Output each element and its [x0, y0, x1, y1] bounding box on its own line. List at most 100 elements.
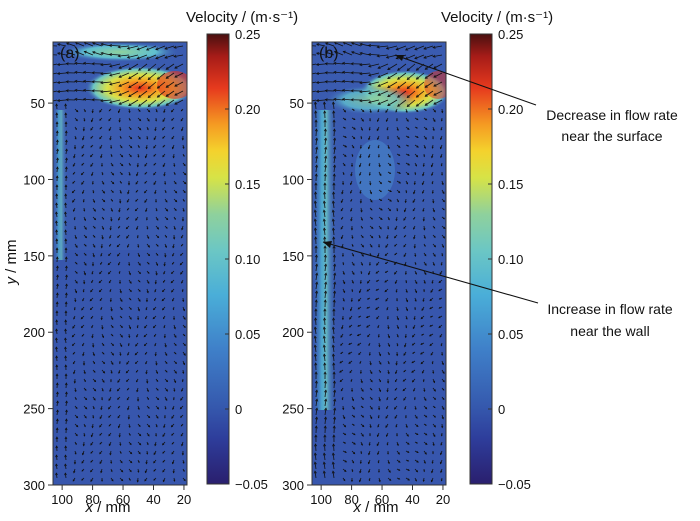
panel-b-velocity-arrows	[308, 42, 446, 483]
velocity-arrowhead	[442, 236, 446, 239]
velocity-arrowhead	[333, 70, 337, 74]
velocity-arrowhead	[83, 50, 87, 54]
velocity-arrowhead	[370, 245, 373, 248]
velocity-arrowhead	[388, 344, 391, 347]
velocity-arrowhead	[398, 162, 401, 165]
colorbar-tick-label: 0.15	[498, 177, 523, 192]
velocity-arrowhead	[432, 452, 434, 455]
velocity-arrowhead	[164, 345, 167, 348]
velocity-arrowhead	[314, 425, 318, 429]
velocity-arrowhead	[81, 154, 84, 157]
velocity-arrowhead	[83, 371, 86, 375]
velocity-arrowhead	[129, 281, 132, 284]
velocity-arrowhead	[314, 308, 318, 312]
velocity-arrowhead	[129, 128, 132, 131]
velocity-arrow	[55, 328, 58, 335]
velocity-arrowhead	[152, 326, 156, 329]
velocity-arrowhead	[366, 281, 370, 284]
velocity-arrowhead	[387, 137, 389, 140]
velocity-arrowhead	[91, 281, 93, 284]
velocity-arrowhead	[102, 182, 105, 185]
velocity-arrowhead	[371, 226, 374, 229]
velocity-arrowhead	[172, 471, 175, 474]
velocity-arrowhead	[412, 209, 415, 212]
velocity-arrowhead	[425, 433, 428, 436]
velocity-arrowhead	[413, 236, 416, 240]
velocity-arrowhead	[173, 326, 176, 330]
velocity-arrowhead	[156, 397, 160, 401]
velocity-arrowhead	[100, 81, 104, 85]
velocity-arrowhead	[84, 263, 87, 266]
velocity-arrowhead	[64, 436, 68, 440]
velocity-arrow	[359, 63, 371, 66]
velocity-arrow	[414, 54, 425, 60]
velocity-arrowhead	[152, 316, 155, 320]
velocity-arrow	[127, 54, 139, 59]
velocity-arrowhead	[429, 315, 432, 318]
velocity-arrowhead	[120, 344, 123, 348]
velocity-arrowhead	[322, 209, 326, 213]
velocity-arrow	[324, 380, 326, 389]
velocity-arrowhead	[98, 280, 101, 284]
colorbar-tick-label: 0	[235, 402, 242, 417]
velocity-arrowhead	[396, 434, 398, 437]
velocity-arrowhead	[145, 147, 148, 150]
velocity-arrowhead	[92, 345, 95, 348]
velocity-arrowhead	[397, 137, 400, 140]
velocity-arrow	[359, 99, 371, 102]
velocity-arrowhead	[361, 389, 364, 392]
velocity-arrow	[332, 353, 335, 362]
velocity-arrowhead	[440, 344, 443, 347]
velocity-arrowhead	[99, 433, 102, 436]
velocity-arrowhead	[55, 193, 59, 197]
velocity-arrowhead	[422, 173, 425, 177]
velocity-arrowhead	[443, 226, 446, 229]
velocity-arrowhead	[64, 337, 67, 341]
velocity-arrowhead	[64, 175, 68, 179]
velocity-arrowhead	[55, 355, 59, 359]
velocity-arrowhead	[432, 137, 434, 140]
velocity-arrowhead	[135, 218, 138, 221]
velocity-arrowhead	[308, 44, 310, 46]
velocity-arrowhead	[120, 172, 123, 176]
velocity-arrowhead	[136, 56, 140, 60]
velocity-arrowhead	[315, 155, 319, 159]
velocity-arrowhead	[332, 371, 336, 375]
velocity-arrowhead	[135, 199, 138, 202]
velocity-arrowhead	[353, 136, 356, 140]
velocity-arrowhead	[314, 416, 319, 420]
velocity-arrowhead	[55, 112, 59, 116]
velocity-arrowhead	[414, 56, 418, 60]
velocity-arrowhead	[395, 218, 398, 222]
velocity-arrowhead	[137, 317, 140, 321]
velocity-arrowhead	[369, 434, 371, 437]
velocity-arrowhead	[100, 51, 104, 55]
velocity-arrowhead	[315, 263, 319, 267]
velocity-arrowhead	[110, 209, 113, 212]
velocity-arrowhead	[121, 163, 124, 167]
velocity-arrowhead	[49, 91, 52, 93]
velocity-arrow	[332, 471, 335, 479]
velocity-arrowhead	[90, 460, 93, 463]
velocity-arrowhead	[376, 317, 379, 320]
velocity-arrowhead	[74, 299, 77, 303]
velocity-arrowhead	[108, 415, 111, 418]
velocity-arrowhead	[155, 273, 158, 276]
velocity-arrowhead	[118, 101, 122, 105]
velocity-arrowhead	[180, 119, 183, 122]
velocity-arrowhead	[162, 280, 165, 283]
velocity-arrowhead	[379, 190, 382, 193]
velocity-arrowhead	[433, 101, 437, 105]
velocity-arrowhead	[315, 80, 320, 85]
velocity-arrow	[433, 81, 443, 87]
velocity-arrowhead	[120, 307, 123, 311]
velocity-arrow	[324, 416, 327, 425]
velocity-arrowhead	[344, 135, 347, 138]
velocity-arrow	[100, 63, 112, 66]
velocity-arrowhead	[378, 245, 381, 248]
velocity-arrow	[405, 54, 416, 60]
velocity-arrowhead	[405, 290, 408, 294]
velocity-arrow	[83, 98, 94, 101]
velocity-arrow	[65, 157, 68, 164]
velocity-arrowhead	[129, 460, 133, 464]
